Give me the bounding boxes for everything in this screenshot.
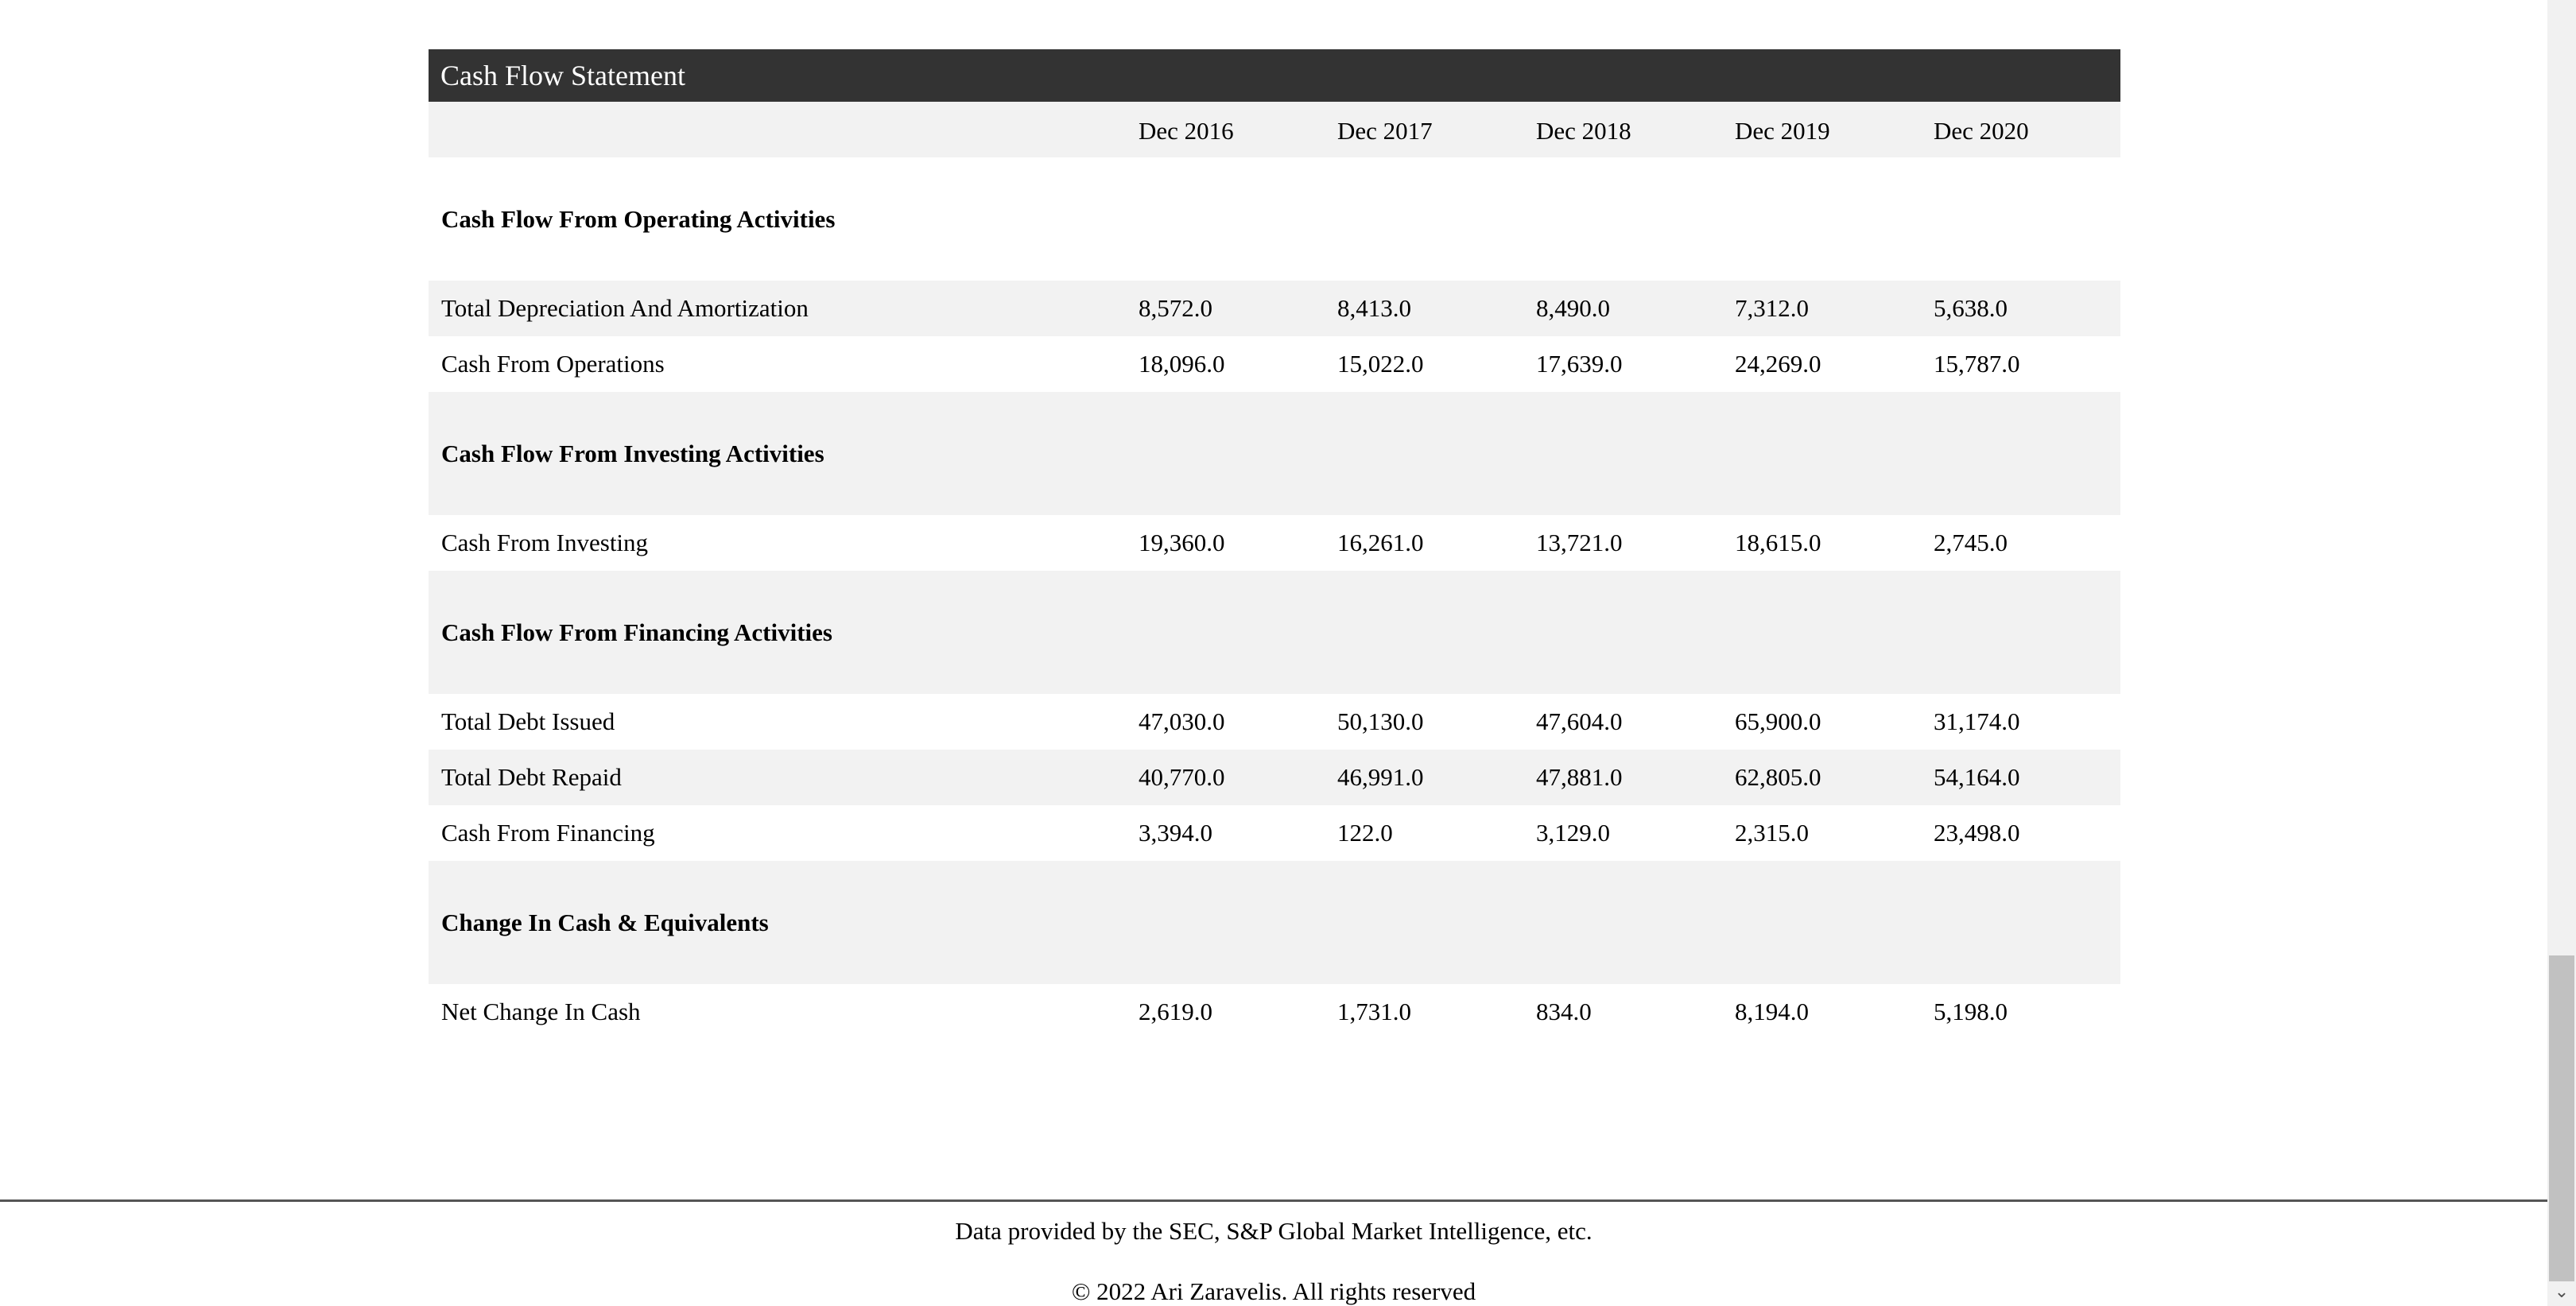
value-cell: [1722, 157, 1921, 281]
value-cell: 46,991.0: [1337, 763, 1424, 791]
value-cell: [1921, 571, 2120, 694]
value-cell: 17,639.0: [1536, 350, 1623, 378]
section-header-row: Cash Flow From Operating Activities: [429, 157, 2120, 281]
section-header-row: Cash Flow From Investing Activities: [429, 392, 2120, 515]
value-cell: 47,604.0: [1536, 707, 1623, 735]
value-cell: [1126, 861, 1325, 984]
value-cell: 62,805.0: [1735, 763, 1821, 791]
table-row: Cash From Investing 19,360.0 16,261.0 13,72…: [429, 515, 2120, 571]
value-cell: 13,721.0: [1536, 529, 1623, 556]
value-cell: 3,129.0: [1536, 819, 1610, 847]
row-label: Cash From Financing: [441, 819, 655, 847]
section-header-row: Change In Cash & Equivalents: [429, 861, 2120, 984]
section-label: Change In Cash & Equivalents: [441, 908, 769, 936]
column-header: Dec 2016: [1139, 117, 1234, 145]
value-cell: [1523, 861, 1722, 984]
row-label: Total Depreciation And Amortization: [441, 294, 809, 322]
value-cell: [1325, 392, 1523, 515]
value-cell: 54,164.0: [1934, 763, 2020, 791]
value-cell: 15,787.0: [1934, 350, 2020, 378]
footer-source-text: Data provided by the SEC, S&P Global Mar…: [955, 1217, 1593, 1245]
value-cell: [1325, 571, 1523, 694]
row-label: Cash From Investing: [441, 529, 649, 556]
value-cell: 65,900.0: [1735, 707, 1821, 735]
value-cell: 8,413.0: [1337, 294, 1411, 322]
table-row: Cash From Financing 3,394.0 122.0 3,129.0 2,…: [429, 805, 2120, 861]
table-header-row: Dec 2016 Dec 2017 Dec 2018 Dec 2019 Dec …: [429, 102, 2120, 157]
value-cell: [1523, 571, 1722, 694]
value-cell: [1126, 157, 1325, 281]
value-cell: [1325, 157, 1523, 281]
scrollbar-thumb[interactable]: [2549, 955, 2574, 1281]
value-cell: 31,174.0: [1934, 707, 2020, 735]
table-row: Total Debt Issued 47,030.0 50,130.0 47,604.…: [429, 694, 2120, 750]
table-row: Total Depreciation And Amortization 8,572…: [429, 281, 2120, 336]
cash-flow-table: Dec 2016 Dec 2017 Dec 2018 Dec 2019 Dec …: [429, 102, 2120, 1040]
value-cell: 47,030.0: [1139, 707, 1225, 735]
section-header-row: Cash Flow From Financing Activities: [429, 571, 2120, 694]
value-cell: 122.0: [1337, 819, 1393, 847]
column-header: [429, 102, 1126, 157]
value-cell: [1126, 571, 1325, 694]
value-cell: 40,770.0: [1139, 763, 1225, 791]
value-cell: 15,022.0: [1337, 350, 1424, 378]
value-cell: 24,269.0: [1735, 350, 1821, 378]
table-row: Total Debt Repaid 40,770.0 46,991.0 47,881.…: [429, 750, 2120, 805]
row-label: Total Debt Issued: [441, 707, 615, 735]
section-label: Cash Flow From Investing Activities: [441, 439, 824, 467]
table-row: Cash From Operations 18,096.0 15,022.0 17,6…: [429, 336, 2120, 392]
value-cell: [1722, 392, 1921, 515]
value-cell: 3,394.0: [1139, 819, 1212, 847]
column-header: Dec 2019: [1735, 117, 1830, 145]
value-cell: [1722, 571, 1921, 694]
table-row: Net Change In Cash 2,619.0 1,731.0 834.0 8,1…: [429, 984, 2120, 1040]
value-cell: 2,315.0: [1735, 819, 1809, 847]
cash-flow-table-card: Cash Flow Statement Dec 2016 Dec 2017 De…: [429, 49, 2120, 1040]
value-cell: 7,312.0: [1735, 294, 1809, 322]
value-cell: 23,498.0: [1934, 819, 2020, 847]
value-cell: 2,745.0: [1934, 529, 2008, 556]
value-cell: [1921, 861, 2120, 984]
value-cell: 5,198.0: [1934, 998, 2008, 1025]
value-cell: 8,194.0: [1735, 998, 1809, 1025]
value-cell: 8,490.0: [1536, 294, 1610, 322]
value-cell: [1325, 861, 1523, 984]
chevron-down-icon[interactable]: ⌄: [2554, 1282, 2570, 1302]
value-cell: [1921, 157, 2120, 281]
table-title: Cash Flow Statement: [429, 49, 2120, 102]
column-header: Dec 2017: [1337, 117, 1433, 145]
value-cell: 50,130.0: [1337, 707, 1424, 735]
footer-divider: [0, 1199, 2547, 1202]
footer-copyright: © 2022 Ari Zaravelis. All rights reserve…: [1071, 1277, 1476, 1305]
value-cell: [1126, 392, 1325, 515]
value-cell: 2,619.0: [1139, 998, 1212, 1025]
section-label: Cash Flow From Financing Activities: [441, 618, 832, 646]
table-body: Cash Flow From Operating Activities Total…: [429, 157, 2120, 1040]
value-cell: [1523, 157, 1722, 281]
value-cell: [1523, 392, 1722, 515]
value-cell: 5,638.0: [1934, 294, 2008, 322]
column-header: Dec 2020: [1934, 117, 2029, 145]
value-cell: 19,360.0: [1139, 529, 1225, 556]
column-header: Dec 2018: [1536, 117, 1631, 145]
value-cell: 18,615.0: [1735, 529, 1821, 556]
value-cell: 18,096.0: [1139, 350, 1225, 378]
row-label: Total Debt Repaid: [441, 763, 622, 791]
row-label: Net Change In Cash: [441, 998, 641, 1025]
value-cell: 47,881.0: [1536, 763, 1623, 791]
vertical-scrollbar[interactable]: ⌄: [2547, 0, 2576, 1306]
row-label: Cash From Operations: [441, 350, 665, 378]
value-cell: 1,731.0: [1337, 998, 1411, 1025]
section-label: Cash Flow From Operating Activities: [441, 204, 836, 233]
value-cell: 16,261.0: [1337, 529, 1424, 556]
value-cell: [1722, 861, 1921, 984]
value-cell: 834.0: [1536, 998, 1592, 1025]
value-cell: 8,572.0: [1139, 294, 1212, 322]
value-cell: [1921, 392, 2120, 515]
